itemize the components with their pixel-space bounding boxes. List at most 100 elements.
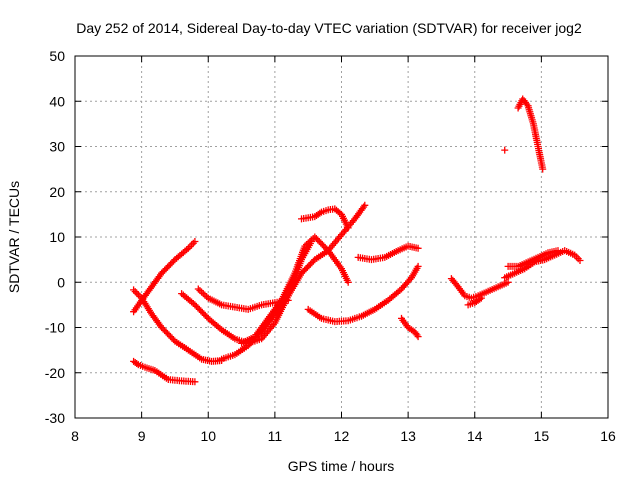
data-point [291,244,308,277]
x-tick-label: 8 [71,428,79,444]
data-point [411,328,422,341]
x-tick-label: 16 [600,428,616,444]
data-point [218,351,237,363]
data-point [191,301,211,321]
x-tick-label: 12 [334,428,350,444]
data-point [511,266,527,277]
data-point [231,343,250,359]
data-point [344,313,363,325]
data-point [338,265,352,286]
data-point [454,283,467,298]
data-point [524,102,537,126]
data-point [541,252,557,264]
data-point [358,306,377,320]
data-point [404,324,417,335]
y-tick-label: -10 [45,320,65,336]
series-point-1 [501,146,509,154]
data-point [311,233,331,253]
data-point [244,336,263,347]
data-point [271,294,291,327]
data-point [158,257,177,277]
data-point [184,346,204,362]
data-point [534,143,547,173]
x-tick-label: 15 [534,428,550,444]
data-point [519,95,531,108]
data-marks [130,95,584,386]
data-point [471,294,485,307]
data-point [521,259,537,273]
axis-ticks: 8 9 10 11 12 13 14 15 16 -30 -20 -10 0 10 20 30 40 50 [45,48,616,444]
x-tick-label: 9 [138,428,146,444]
x-tick-label: 14 [467,428,483,444]
data-point [318,207,330,216]
data-point [184,238,199,252]
data-point [178,290,197,307]
data-point [408,262,422,282]
series-arc-14 [501,247,584,282]
data-point [544,247,562,257]
data-point [251,316,271,341]
data-point [304,305,324,321]
data-point [368,254,387,264]
data-point [231,303,250,313]
data-point [534,250,550,261]
data-point [561,247,577,258]
data-point [398,275,414,293]
data-point [571,251,584,264]
data-point [298,257,317,277]
data-point [278,271,298,304]
data-point [134,361,147,370]
data-point [130,357,141,367]
series-arc-15 [504,247,562,270]
data-point [158,324,177,344]
data-point [171,337,190,353]
series-arc-16 [514,95,547,173]
data-point [467,293,480,302]
data-point [244,302,263,313]
x-tick-label: 10 [200,428,216,444]
data-point [501,270,517,282]
series-arc-7 [238,233,352,347]
y-tick-label: 20 [49,184,65,200]
data-point [501,146,509,154]
data-point [354,253,373,263]
data-point [324,205,337,214]
data-point [484,284,500,295]
series-arc-12 [447,275,512,302]
data-point [311,209,324,221]
y-tick-label: 50 [49,48,65,64]
data-point [130,286,144,300]
y-axis-label: SDTVAR / TECUs [6,181,22,293]
data-point [218,326,237,341]
data-point [514,259,530,270]
data-point [258,312,277,336]
y-tick-label: 10 [49,229,65,245]
data-point [381,248,400,261]
series-arc-11 [398,314,422,341]
data-point [238,334,257,347]
data-point [551,248,567,259]
y-tick-label: 30 [49,139,65,155]
data-point [194,285,211,301]
series-arc-8 [298,205,352,232]
data-point [331,205,344,217]
data-point [398,314,411,330]
data-point [384,287,404,304]
data-point [474,288,490,300]
data-point [404,242,422,252]
data-point [394,243,410,255]
y-tick-label: 40 [49,93,65,109]
data-point [151,367,170,382]
data-point [371,298,390,313]
y-tick-label: -30 [45,410,65,426]
data-point [298,213,317,223]
data-point [351,201,369,223]
series-arc-9 [304,262,422,326]
x-tick-label: 11 [268,428,283,444]
data-point [171,246,191,264]
y-tick-label: 0 [57,274,65,290]
data-point [148,271,164,291]
x-tick-label: 13 [400,428,416,444]
series-arc-13 [464,294,485,309]
